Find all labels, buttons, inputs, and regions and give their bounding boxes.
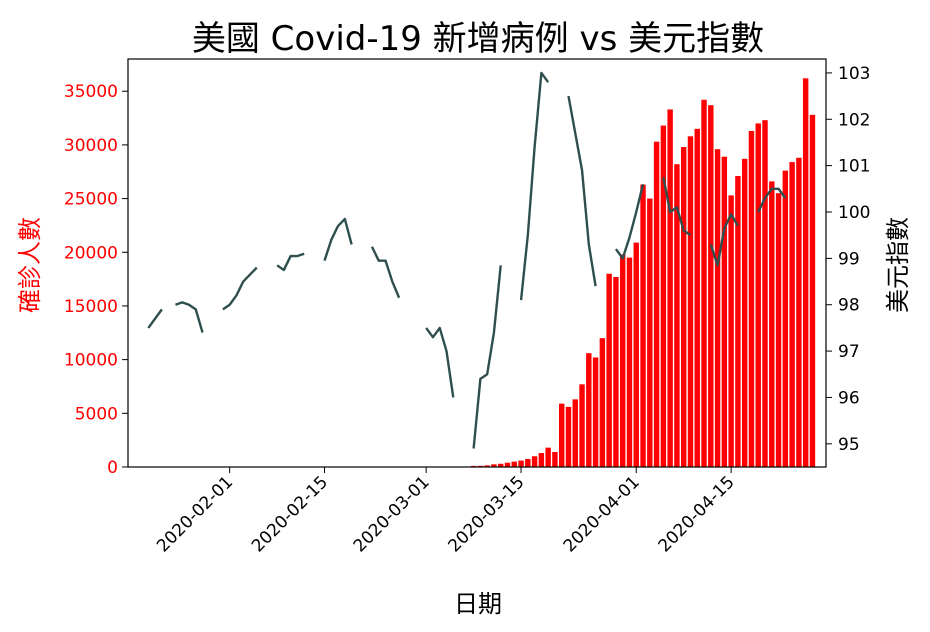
bar xyxy=(606,273,612,467)
line-series xyxy=(147,71,787,449)
bar xyxy=(626,257,633,467)
bar xyxy=(484,465,490,467)
x-tick-label: 2020-02-15 xyxy=(248,472,332,556)
x-tick-label: 2020-04-01 xyxy=(560,472,644,556)
line-segment xyxy=(175,301,204,333)
left-tick-label: 5000 xyxy=(75,404,118,424)
line-segment xyxy=(519,71,550,301)
left-tick-label: 35000 xyxy=(64,82,118,102)
bar xyxy=(728,195,734,468)
bar xyxy=(735,176,741,467)
bar xyxy=(586,353,592,467)
line-segment xyxy=(222,266,258,311)
line-segment xyxy=(567,95,597,287)
right-tick-label: 97 xyxy=(838,342,860,362)
bar xyxy=(755,123,761,468)
left-tick-label: 0 xyxy=(107,458,118,478)
bar xyxy=(769,181,775,467)
bar xyxy=(674,164,680,467)
bar xyxy=(701,99,707,468)
bar xyxy=(687,136,694,467)
bar xyxy=(552,451,558,467)
right-tick-label: 98 xyxy=(838,296,860,316)
right-tick-label: 95 xyxy=(838,435,860,455)
bar xyxy=(613,276,619,467)
bar xyxy=(762,120,768,467)
bar xyxy=(782,170,789,467)
bar xyxy=(579,384,585,467)
bar xyxy=(633,242,639,467)
left-tick-label: 20000 xyxy=(64,243,118,263)
chart-title: 美國 Covid-19 新增病例 vs 美元指數 xyxy=(192,19,764,59)
left-axis-label: 確診人數 xyxy=(16,217,44,313)
right-tick-label: 100 xyxy=(838,203,870,223)
right-tick-label: 102 xyxy=(838,110,870,130)
bar xyxy=(572,399,578,467)
bar xyxy=(809,114,816,467)
line-segment xyxy=(472,265,502,449)
bar xyxy=(599,338,606,467)
line-segment xyxy=(709,213,739,267)
bar xyxy=(592,357,599,467)
bar xyxy=(531,456,538,467)
bar xyxy=(653,141,660,468)
line-segment xyxy=(276,252,305,272)
right-tick-label: 96 xyxy=(838,388,860,408)
bar xyxy=(694,128,700,468)
line-segment xyxy=(757,187,787,213)
bar xyxy=(796,157,802,467)
line-segment xyxy=(662,177,692,237)
bar xyxy=(802,78,809,467)
line-segment xyxy=(370,246,401,299)
bar xyxy=(491,464,497,467)
bar xyxy=(660,125,667,467)
bar-series xyxy=(470,78,816,468)
bar xyxy=(647,198,653,467)
x-tick-label: 2020-03-15 xyxy=(445,472,529,556)
bar xyxy=(538,453,545,467)
bar xyxy=(619,254,626,467)
bar xyxy=(525,458,531,467)
left-tick-label: 10000 xyxy=(64,351,118,371)
left-tick-label: 30000 xyxy=(64,136,118,156)
line-segment xyxy=(425,326,455,398)
right-tick-label: 101 xyxy=(838,157,870,177)
bar xyxy=(748,130,755,467)
bar xyxy=(741,158,748,467)
bar xyxy=(775,193,782,467)
bar xyxy=(545,447,551,467)
left-tick-label: 15000 xyxy=(64,297,118,317)
bar xyxy=(504,462,511,467)
x-axis-label: 日期 xyxy=(454,590,502,618)
left-axis: 0 5000 10000 15000 20000 25000 30000 35000 xyxy=(64,82,128,478)
x-axis: 2020-02-01 2020-02-15 2020-03-01 2020-03-15… xyxy=(153,467,739,556)
right-axis-label: 美元指數 xyxy=(884,217,912,313)
x-tick-label: 2020-02-01 xyxy=(153,472,237,556)
bar xyxy=(708,105,714,468)
bar xyxy=(498,463,504,467)
bar xyxy=(640,184,646,467)
line-segment xyxy=(147,308,163,329)
bar xyxy=(565,406,572,467)
bar xyxy=(789,162,795,467)
right-tick-label: 103 xyxy=(838,64,870,84)
bar xyxy=(680,147,687,468)
bar xyxy=(511,461,517,467)
x-tick-label: 2020-03-01 xyxy=(350,472,434,556)
x-tick-label: 2020-04-15 xyxy=(655,472,739,556)
line-segment xyxy=(614,183,645,260)
line-segment xyxy=(323,217,353,262)
right-tick-label: 99 xyxy=(838,249,860,269)
right-axis: 95 96 97 98 99 100 101 102 103 xyxy=(826,64,870,455)
bar xyxy=(721,156,728,467)
left-tick-label: 25000 xyxy=(64,190,118,210)
bar xyxy=(559,403,565,467)
bar xyxy=(667,109,673,468)
plot-frame xyxy=(127,58,827,468)
bar xyxy=(714,149,721,467)
bar xyxy=(518,460,524,467)
